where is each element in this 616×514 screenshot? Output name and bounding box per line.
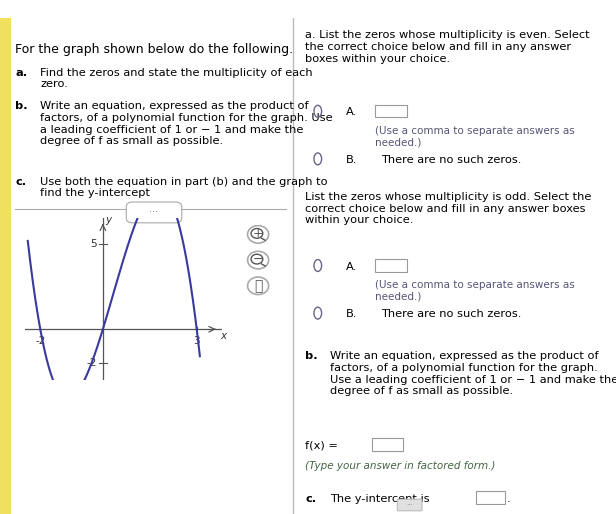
Text: f(x) =: f(x) =: [305, 440, 338, 451]
Text: (Use a comma to separate answers as
needed.): (Use a comma to separate answers as need…: [375, 280, 575, 302]
FancyBboxPatch shape: [476, 491, 505, 504]
Text: B.: B.: [346, 309, 358, 319]
Text: y: y: [105, 215, 111, 225]
Text: a.: a.: [15, 67, 28, 78]
Text: 3: 3: [193, 336, 200, 346]
Text: 5: 5: [91, 239, 97, 249]
Text: b.: b.: [305, 351, 318, 361]
FancyBboxPatch shape: [371, 438, 403, 451]
Bar: [0, 18, 11, 514]
Text: b.: b.: [15, 101, 28, 112]
FancyBboxPatch shape: [375, 259, 407, 272]
Text: ⧉: ⧉: [254, 279, 262, 293]
Text: There are no such zeros.: There are no such zeros.: [381, 309, 522, 319]
Text: The y-intercept is: The y-intercept is: [330, 493, 430, 504]
Text: c.: c.: [15, 177, 26, 187]
Text: Write an equation, expressed as the product of
factors, of a polynomial function: Write an equation, expressed as the prod…: [330, 351, 616, 396]
Text: c.: c.: [305, 493, 316, 504]
Text: (Use a comma to separate answers as
needed.): (Use a comma to separate answers as need…: [375, 126, 575, 148]
Text: -2: -2: [35, 336, 46, 346]
Text: ···: ···: [407, 502, 413, 508]
FancyBboxPatch shape: [375, 105, 407, 117]
FancyBboxPatch shape: [397, 499, 422, 511]
Text: There are no such zeros.: There are no such zeros.: [381, 155, 522, 165]
Text: Find the zeros and state the multiplicity of each
zero.: Find the zeros and state the multiplicit…: [40, 67, 313, 89]
Text: x: x: [220, 331, 226, 341]
Text: +: +: [253, 227, 264, 240]
Text: A.: A.: [346, 107, 357, 117]
Text: .: .: [507, 493, 511, 504]
Text: a. List the zeros whose multiplicity is even. Select
the correct choice below an: a. List the zeros whose multiplicity is …: [305, 30, 590, 64]
Text: (Type your answer in factored form.): (Type your answer in factored form.): [305, 462, 495, 471]
Text: Use both the equation in part (b) and the graph to
find the y-intercept: Use both the equation in part (b) and th…: [40, 177, 328, 198]
Text: B.: B.: [346, 155, 358, 165]
Text: -2: -2: [87, 358, 97, 369]
Text: For the graph shown below do the following.: For the graph shown below do the followi…: [15, 43, 294, 56]
Text: A.: A.: [346, 262, 357, 271]
Text: Write an equation, expressed as the product of
factors, of a polynomial function: Write an equation, expressed as the prod…: [40, 101, 333, 146]
Text: −: −: [253, 252, 264, 266]
Text: ···: ···: [150, 208, 158, 217]
FancyBboxPatch shape: [126, 202, 182, 223]
Text: List the zeros whose multiplicity is odd. Select the
correct choice below and fi: List the zeros whose multiplicity is odd…: [305, 192, 591, 225]
